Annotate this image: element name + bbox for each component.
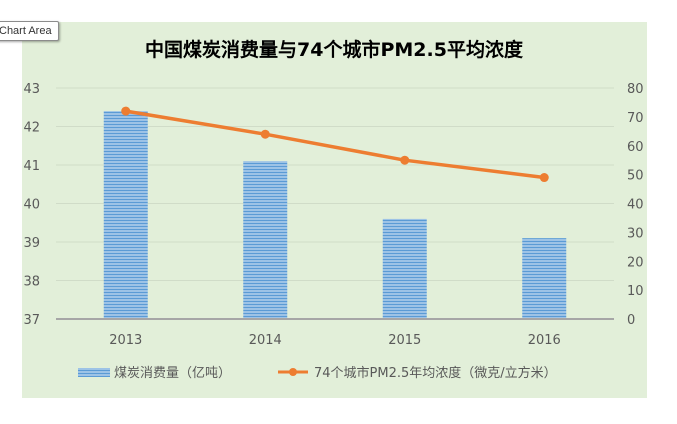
y-left-tick-label: 37	[23, 313, 40, 328]
bar-2014	[243, 161, 288, 319]
y-left-tick-label: 43	[23, 82, 40, 97]
legend-bar-swatch	[78, 368, 110, 377]
tick-labels: 37 38 39 40 41 42 43 0 10 20 30 40 50 60 70 80 2013 2014 2…	[23, 82, 643, 348]
bar-2016	[522, 238, 567, 319]
chart-area-tooltip: Chart Area	[0, 21, 59, 41]
y-left-tick-label: 39	[23, 236, 40, 251]
y-left-tick-label: 41	[23, 159, 40, 174]
line-series	[121, 106, 549, 183]
legend-bar-label: 煤炭消费量（亿吨）	[114, 366, 231, 381]
gridlines	[56, 87, 614, 281]
chart-area[interactable]: 中国煤炭消费量与74个城市PM2.5平均浓度 37 38 39 40 41 42 43 0 10…	[22, 22, 647, 398]
y-right-tick-label: 50	[627, 169, 644, 184]
x-tick-label: 2015	[388, 333, 421, 348]
y-left-tick-label: 38	[23, 275, 40, 290]
line-point-2016	[539, 173, 549, 183]
combo-chart: 中国煤炭消费量与74个城市PM2.5平均浓度 37 38 39 40 41 42 43 0 10…	[23, 38, 643, 381]
y-right-tick-label: 20	[627, 255, 644, 270]
y-left-tick-label: 42	[23, 121, 40, 136]
y-right-tick-label: 0	[627, 313, 635, 328]
bar-series	[103, 111, 567, 319]
line-point-2013	[121, 106, 131, 116]
y-right-tick-label: 30	[627, 226, 644, 241]
y-right-tick-label: 70	[627, 111, 644, 126]
y-left-tick-label: 40	[23, 198, 40, 213]
legend: 煤炭消费量（亿吨） 74个城市PM2.5年均浓度（微克/立方米）	[78, 365, 557, 381]
x-tick-label: 2014	[249, 333, 282, 348]
legend-line-label: 74个城市PM2.5年均浓度（微克/立方米）	[314, 365, 557, 381]
pm25-line	[125, 109, 545, 180]
line-point-2014	[260, 129, 270, 139]
legend-line-marker	[289, 368, 297, 376]
x-tick-label: 2013	[109, 333, 142, 348]
bar-2015	[382, 218, 427, 319]
y-right-tick-label: 10	[627, 284, 644, 299]
y-right-tick-label: 60	[627, 140, 644, 155]
y-right-tick-label: 80	[627, 82, 644, 97]
y-right-tick-label: 40	[627, 198, 644, 213]
line-point-2015	[400, 155, 410, 165]
bar-2013	[103, 111, 148, 319]
x-tick-label: 2016	[528, 333, 561, 348]
chart-title: 中国煤炭消费量与74个城市PM2.5平均浓度	[145, 38, 524, 61]
